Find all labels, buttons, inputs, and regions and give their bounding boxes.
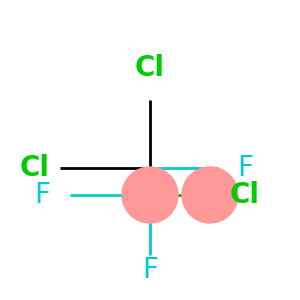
- Text: Cl: Cl: [230, 181, 260, 209]
- Text: Cl: Cl: [20, 154, 50, 182]
- Text: F: F: [142, 256, 158, 284]
- Text: Cl: Cl: [135, 54, 165, 82]
- Text: F: F: [237, 154, 253, 182]
- Circle shape: [122, 167, 178, 223]
- Text: F: F: [34, 181, 50, 209]
- Circle shape: [182, 167, 238, 223]
